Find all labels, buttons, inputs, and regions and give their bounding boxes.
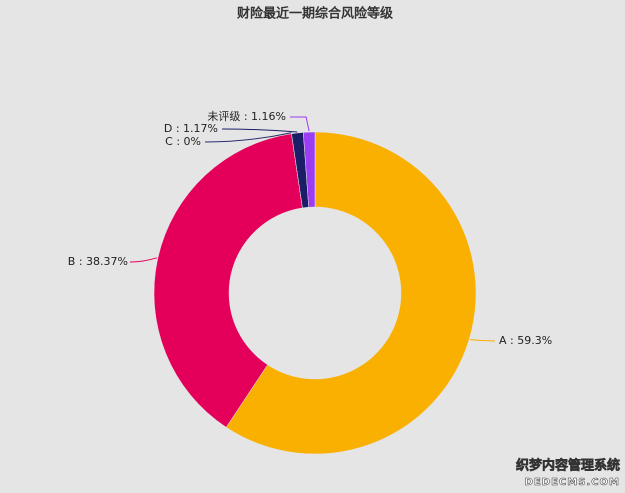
data-label: A : 59.3% [499, 334, 552, 347]
leader-line [221, 128, 298, 133]
slice [153, 133, 303, 428]
leader-line [470, 339, 496, 342]
slice [303, 131, 316, 208]
data-label: C : 0% [165, 135, 201, 148]
leader-line [129, 257, 158, 263]
leader-line [290, 116, 310, 132]
chart-title: 财险最近一期综合风险等级 [237, 6, 394, 22]
watermark: DEDECMS.COM [525, 477, 620, 488]
watermark: 织梦内容管理系统 [516, 458, 620, 474]
data-label: 未评级 : 1.16% [207, 110, 286, 123]
slice [225, 131, 477, 455]
data-label: D : 1.17% [164, 122, 218, 135]
data-label: B : 38.37% [68, 255, 128, 268]
leader-line [204, 132, 292, 143]
